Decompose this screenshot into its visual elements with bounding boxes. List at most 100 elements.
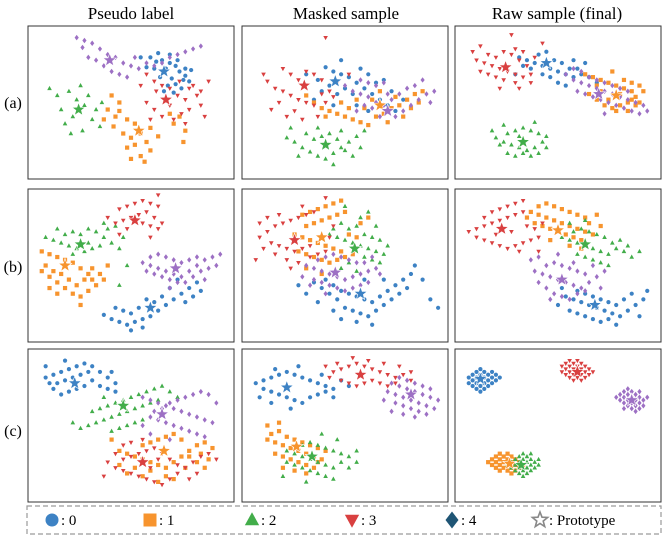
point-class-1 [342, 114, 348, 119]
point-class-1 [536, 204, 541, 209]
point-class-4 [432, 405, 437, 412]
point-class-1 [350, 117, 355, 122]
point-class-4 [544, 285, 549, 291]
point-class-0 [276, 372, 282, 377]
point-class-3 [481, 224, 487, 229]
point-class-2 [319, 431, 325, 436]
point-class-3 [501, 78, 506, 83]
point-class-1 [148, 148, 153, 153]
point-class-1 [524, 215, 530, 220]
point-class-4 [194, 262, 200, 269]
point-class-3 [113, 466, 118, 471]
legend: : 0: 1: 2: 3: 4: Prototype [26, 505, 662, 535]
point-class-2 [582, 254, 588, 259]
point-class-2 [544, 145, 549, 150]
point-class-4 [342, 82, 348, 89]
point-class-4 [381, 397, 386, 403]
point-class-1 [489, 462, 495, 468]
point-class-4 [171, 257, 176, 263]
point-class-3 [124, 204, 130, 209]
point-class-2 [540, 139, 545, 144]
point-class-1 [311, 465, 317, 470]
point-class-4 [602, 268, 607, 274]
point-class-0 [393, 283, 398, 288]
point-class-0 [486, 372, 491, 377]
legend-marker-3 [344, 514, 360, 528]
point-class-0 [354, 319, 359, 324]
point-class-1 [331, 201, 336, 206]
point-class-3 [202, 114, 208, 120]
point-class-0 [497, 375, 502, 380]
point-class-0 [428, 297, 433, 302]
point-class-2 [513, 462, 518, 467]
point-class-3 [513, 72, 518, 77]
point-class-0 [385, 288, 390, 293]
point-class-0 [342, 86, 348, 91]
point-class-0 [113, 305, 118, 310]
point-class-3 [400, 373, 406, 378]
point-class-2 [128, 394, 134, 399]
point-class-4 [583, 271, 588, 277]
point-class-1 [128, 135, 134, 140]
point-class-0 [304, 72, 309, 77]
point-class-1 [614, 108, 619, 114]
point-class-3 [140, 437, 145, 443]
point-class-0 [583, 314, 588, 319]
point-class-1 [505, 468, 510, 473]
point-class-3 [144, 210, 149, 215]
point-class-2 [338, 459, 344, 464]
point-class-0 [393, 108, 398, 114]
point-class-2 [93, 107, 99, 112]
point-class-3 [120, 443, 126, 448]
point-class-1 [304, 451, 309, 456]
point-class-3 [524, 64, 530, 69]
point-class-0 [138, 55, 143, 60]
prototype-star-class-3 [127, 212, 143, 227]
point-class-4 [559, 293, 564, 300]
point-class-1 [509, 471, 514, 476]
point-class-2 [346, 226, 352, 231]
point-class-1 [171, 121, 176, 126]
point-class-4 [428, 386, 433, 392]
point-class-0 [169, 76, 174, 81]
point-class-2 [346, 465, 352, 470]
point-class-2 [331, 465, 336, 470]
point-class-4 [629, 388, 634, 395]
point-class-4 [583, 91, 588, 97]
point-class-0 [154, 59, 159, 64]
point-class-0 [331, 283, 336, 288]
point-class-1 [586, 91, 592, 97]
panel-c-masked-sample [241, 348, 449, 503]
point-class-0 [420, 277, 425, 282]
point-class-2 [105, 403, 111, 408]
point-class-0 [339, 58, 344, 63]
point-class-1 [354, 235, 359, 240]
point-class-2 [354, 459, 359, 464]
legend-label-0: : 0 [61, 513, 76, 529]
point-class-4 [625, 391, 630, 398]
point-class-0 [493, 372, 499, 377]
point-class-3 [354, 361, 359, 366]
prototype-star-class-2 [513, 457, 529, 472]
point-class-1 [540, 223, 545, 229]
point-class-1 [536, 212, 541, 217]
point-class-3 [520, 241, 526, 246]
point-class-3 [578, 361, 584, 366]
prototype-star-class-0 [538, 55, 554, 70]
point-class-3 [520, 210, 526, 215]
point-class-2 [354, 268, 359, 273]
point-class-1 [354, 97, 359, 102]
point-class-4 [121, 60, 126, 66]
point-class-4 [586, 279, 592, 286]
point-class-0 [629, 291, 634, 296]
point-class-2 [86, 422, 91, 428]
point-class-2 [575, 240, 580, 245]
point-class-3 [520, 198, 526, 204]
point-class-3 [466, 229, 472, 235]
point-class-2 [513, 128, 518, 133]
point-class-3 [331, 95, 336, 100]
point-class-3 [369, 367, 375, 372]
point-class-1 [567, 243, 572, 248]
point-class-0 [389, 297, 394, 302]
point-class-4 [385, 388, 390, 395]
